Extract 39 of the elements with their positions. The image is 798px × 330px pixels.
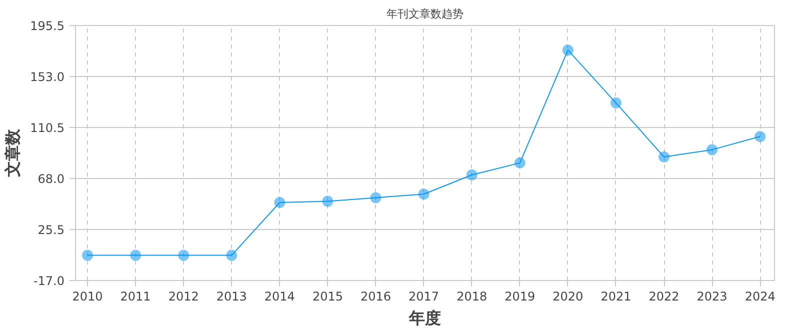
x-tick-label: 2018 xyxy=(456,290,488,304)
y-tick-label: 110.5 xyxy=(30,121,65,135)
y-tick-label: 153.0 xyxy=(30,70,65,84)
x-tick-label: 2014 xyxy=(264,290,295,304)
y-tick-label: 195.5 xyxy=(30,19,65,33)
x-tick-label: 2011 xyxy=(120,290,151,304)
point xyxy=(562,44,574,56)
point xyxy=(370,192,382,204)
x-tick-label: 2021 xyxy=(600,290,632,304)
point xyxy=(418,188,430,200)
chart-title: 年刊文章数趋势 xyxy=(386,8,464,20)
point xyxy=(706,144,718,156)
x-tick-label: 2017 xyxy=(408,290,440,304)
x-tick-label: 2019 xyxy=(504,290,536,304)
point xyxy=(610,97,622,108)
x-tick-label: 2016 xyxy=(360,290,392,304)
x-tick-label: 2020 xyxy=(552,290,584,304)
point xyxy=(466,169,478,180)
x-axis-title: 年度 xyxy=(408,308,441,328)
y-tick-label: 25.5 xyxy=(38,223,64,237)
x-tick-label: 2015 xyxy=(312,290,343,304)
point xyxy=(226,250,238,261)
y-axis-title: 文章数 xyxy=(3,128,22,178)
point xyxy=(130,250,142,261)
point xyxy=(754,131,766,142)
y-tick-label: 68.0 xyxy=(38,172,64,186)
point xyxy=(274,197,286,208)
point xyxy=(178,250,190,261)
point xyxy=(658,151,670,162)
point xyxy=(514,157,526,168)
x-tick-label: 2023 xyxy=(696,290,728,304)
point xyxy=(82,250,94,261)
x-tick-label: 2022 xyxy=(648,290,680,304)
x-tick-label: 2012 xyxy=(168,290,199,304)
x-tick-label: 2010 xyxy=(72,290,103,304)
y-tick-label: -17.0 xyxy=(33,274,65,288)
x-tick-label: 2013 xyxy=(216,290,247,304)
point xyxy=(322,196,334,207)
x-tick-label: 2024 xyxy=(744,290,776,304)
